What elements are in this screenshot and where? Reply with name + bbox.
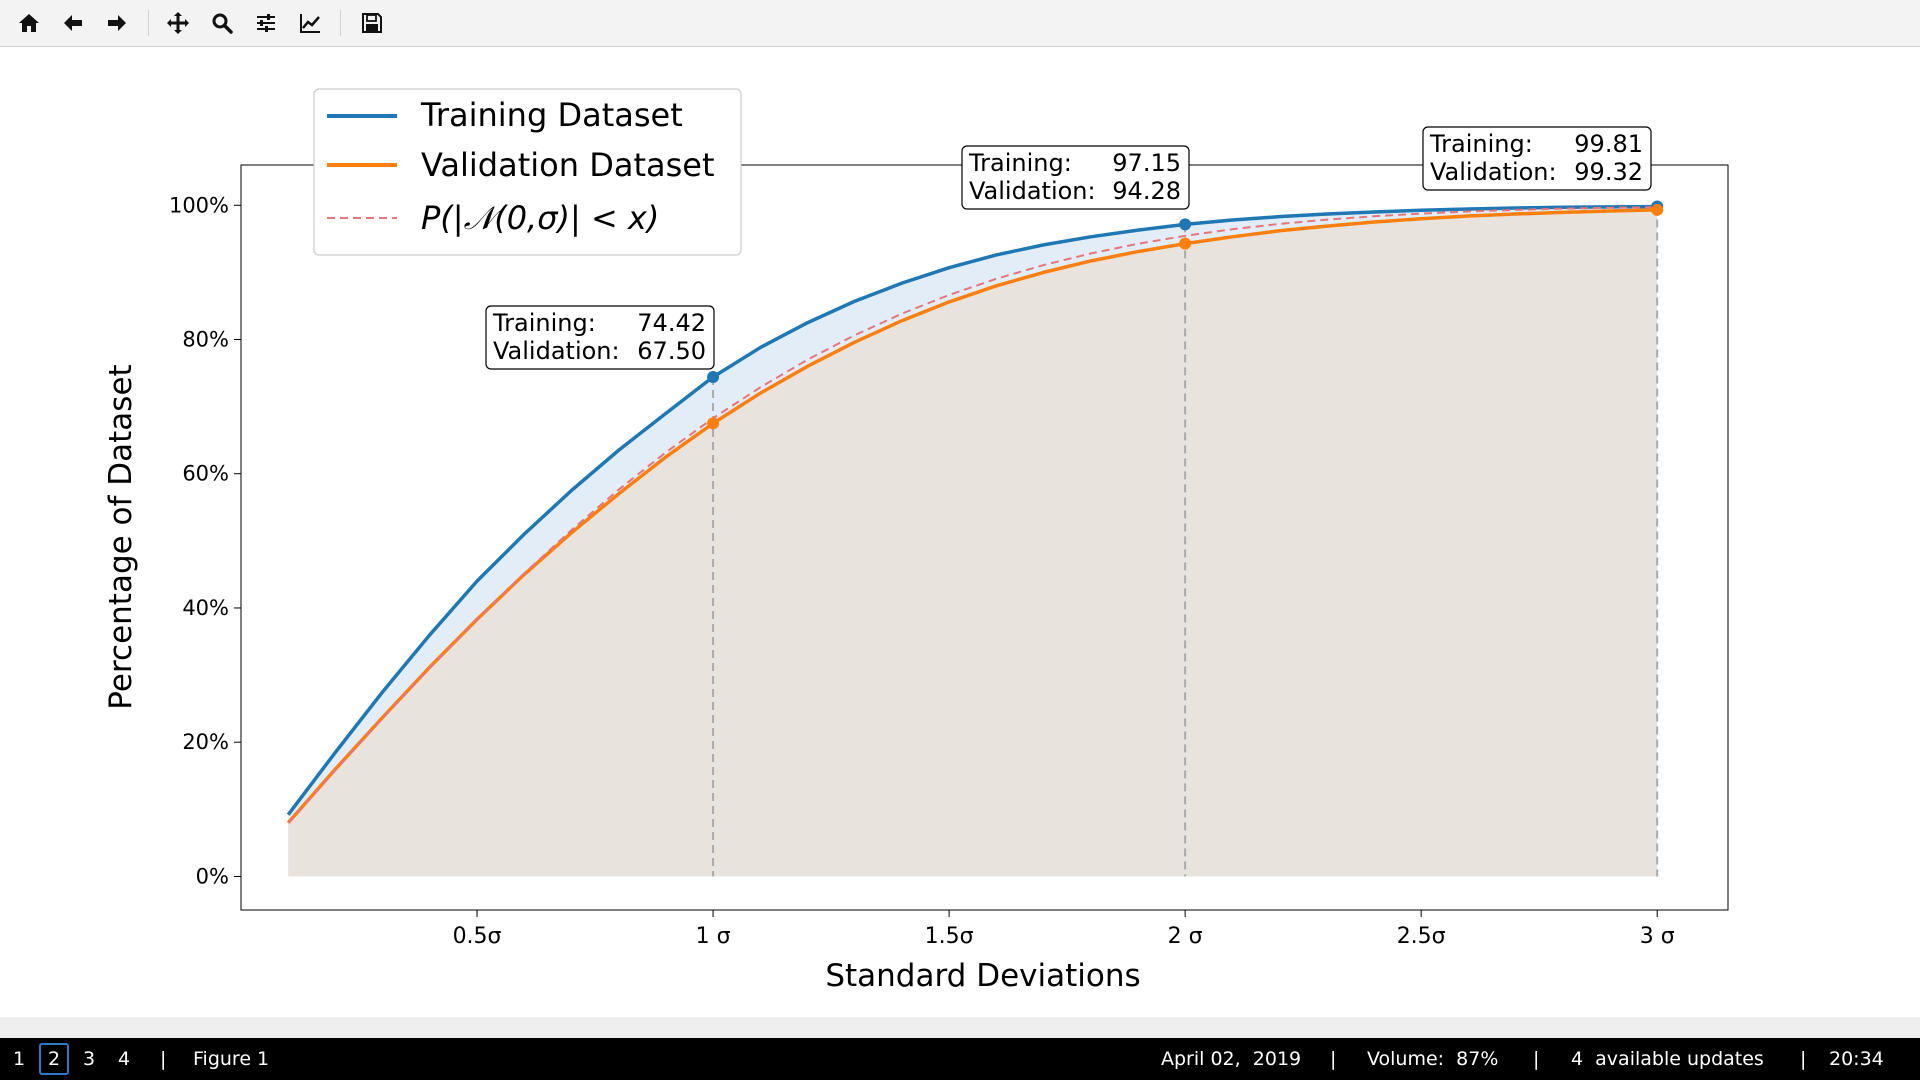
x-tick-label: 3 σ: [1640, 924, 1675, 949]
workspace-3[interactable]: 3: [82, 1048, 96, 1070]
x-tick-label: 1 σ: [696, 924, 731, 949]
y-tick-label: 40%: [182, 596, 229, 620]
move-icon: [167, 12, 189, 34]
status-updates: 4 available updates: [1571, 1048, 1764, 1070]
legend-label-validation: Validation Dataset: [421, 146, 715, 184]
annotation-training-label: Training:: [1429, 130, 1533, 158]
annotation-validation-value: 99.32: [1574, 158, 1643, 186]
y-tick-label: 0%: [196, 864, 229, 888]
annotation-validation-label: Validation:: [493, 337, 620, 365]
series-line-training: [286, 204, 1658, 816]
magnifier-icon: [212, 13, 233, 34]
area-below-validation: [288, 209, 1658, 877]
annotation-validation-label: Validation:: [969, 177, 1096, 205]
annotation-box: Training: 99.81 Validation: 99.32: [1422, 126, 1652, 191]
marker-training: [707, 370, 720, 383]
annotation-training-value: 99.81: [1574, 130, 1643, 158]
annotation-training-label: Training:: [492, 309, 596, 337]
status-separator: |: [160, 1048, 167, 1070]
annotation-validation-value: 67.50: [637, 337, 706, 365]
workspace-4[interactable]: 4: [117, 1048, 131, 1070]
toolbar-separator: [148, 10, 149, 36]
forward-button[interactable]: [101, 7, 133, 39]
line-chart-icon: [300, 14, 320, 33]
x-tick-label: 2 σ: [1168, 924, 1203, 949]
x-tick-label: 0.5σ: [453, 924, 502, 949]
annotation-box: Training: 74.42 Validation: 67.50: [485, 305, 715, 370]
annotation-training-label: Training:: [968, 149, 1072, 177]
x-tick-label: 2.5σ: [1397, 924, 1446, 949]
figure-canvas: 0% 20% 40% 60% 80% 100% 0.5σ 1 σ 1.5σ 2 σ 2.5σ 3 σ…: [0, 47, 1920, 1017]
home-button[interactable]: [13, 7, 45, 39]
annotation-validation-label: Validation:: [1430, 158, 1557, 186]
marker-training: [1179, 218, 1192, 231]
edit-axis-button[interactable]: [294, 7, 326, 39]
status-separator: |: [1330, 1048, 1337, 1070]
legend-label-probability: P(|𝒩(0,σ)| < x): [421, 199, 659, 237]
toolbar: [0, 0, 1920, 47]
y-axis-label: Percentage of Dataset: [103, 364, 139, 709]
save-button[interactable]: [356, 7, 388, 39]
pan-button[interactable]: [162, 7, 194, 39]
x-tick-label: 1.5σ: [925, 924, 974, 949]
y-tick-label: 60%: [182, 462, 229, 486]
status-volume: Volume: 87%: [1367, 1048, 1499, 1070]
back-button[interactable]: [57, 7, 89, 39]
area-between-series: [288, 206, 1658, 823]
status-date: April 02, 2019: [1161, 1048, 1302, 1070]
toolbar-separator: [340, 10, 341, 36]
series-line-probability: [287, 206, 1658, 824]
status-gap: [0, 1017, 1920, 1038]
annotation-validation-value: 94.28: [1112, 177, 1181, 205]
annotation-box: Training: 97.15 Validation: 94.28: [961, 145, 1190, 210]
legend: Training Dataset Validation Dataset P(|𝒩…: [313, 88, 742, 256]
y-tick-label: 100%: [169, 193, 229, 217]
annotation-training-value: 74.42: [637, 309, 706, 337]
workspace-1[interactable]: 1: [12, 1048, 26, 1070]
status-time: 20:34: [1829, 1048, 1884, 1070]
configure-subplots-button[interactable]: [250, 7, 282, 39]
arrow-left-icon: [64, 15, 82, 31]
window-title: Figure 1: [193, 1048, 270, 1070]
workspace-2[interactable]: 2: [39, 1043, 69, 1075]
home-icon: [19, 14, 39, 32]
marker-validation: [707, 417, 720, 430]
y-tick-label: 20%: [182, 730, 229, 754]
sliders-icon: [257, 14, 275, 32]
x-axis-label: Standard Deviations: [825, 958, 1140, 994]
marker-validation: [1179, 237, 1192, 250]
floppy-disk-icon: [362, 13, 382, 33]
marker-validation: [1651, 203, 1664, 216]
status-separator: |: [1800, 1048, 1807, 1070]
annotation-training-value: 97.15: [1112, 149, 1181, 177]
arrow-right-icon: [108, 15, 126, 31]
status-separator: |: [1533, 1048, 1540, 1070]
legend-label-training: Training Dataset: [420, 96, 683, 134]
y-tick-label: 80%: [182, 328, 229, 352]
zoom-button[interactable]: [206, 7, 238, 39]
chart: 0% 20% 40% 60% 80% 100% 0.5σ 1 σ 1.5σ 2 σ 2.5σ 3 σ…: [103, 88, 1729, 994]
status-bar: 1 2 3 4 | Figure 1 April 02, 2019 | Volu…: [0, 1038, 1920, 1080]
